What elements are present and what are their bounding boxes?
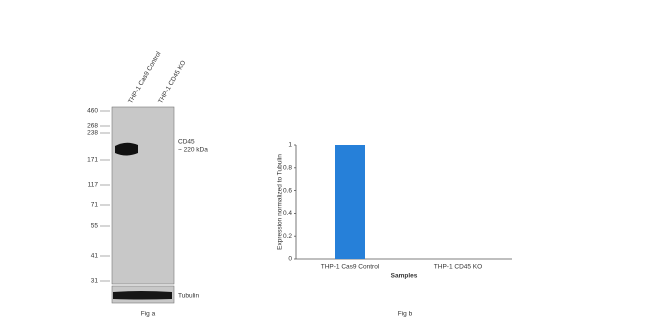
marker-label: 31 bbox=[91, 278, 99, 285]
x-tick-label: THP-1 Cas9 Control bbox=[321, 264, 380, 271]
western-blot: THP-1 Cas9 Control THP-1 CD45 KO CD45 ~ … bbox=[111, 50, 208, 318]
y-tick-label: 0 bbox=[288, 256, 292, 263]
marker-label: 41 bbox=[91, 253, 99, 260]
band-label: CD45 bbox=[178, 139, 195, 146]
marker-label: 117 bbox=[88, 182, 99, 189]
marker-label: 55 bbox=[91, 223, 99, 230]
caption: Fig b bbox=[398, 311, 413, 318]
blot-membrane bbox=[111, 106, 175, 285]
marker-label: 171 bbox=[87, 157, 98, 164]
loading-label: Tubulin bbox=[178, 293, 199, 300]
caption: Fig a bbox=[141, 311, 156, 318]
band-label: ~ 220 kDa bbox=[178, 147, 208, 154]
y-tick-label: 1 bbox=[288, 142, 292, 149]
y-tick-label: 0.4 bbox=[283, 210, 292, 217]
marker-label: 71 bbox=[91, 202, 99, 209]
x-axis-label: Samples bbox=[391, 273, 418, 280]
y-tick-label: 0.8 bbox=[283, 165, 292, 172]
marker-label: 460 bbox=[87, 108, 98, 115]
y-tick-label: 0.6 bbox=[283, 187, 292, 194]
marker-label: 268 bbox=[87, 123, 98, 130]
marker-label: 238 bbox=[87, 130, 98, 137]
x-tick-label: THP-1 CD45 KO bbox=[434, 264, 482, 271]
y-axis-label: Expression normalized to Tubulin bbox=[277, 154, 284, 250]
tubulin-band bbox=[113, 291, 172, 300]
lane-label: THP-1 CD45 KO bbox=[157, 59, 187, 104]
bar bbox=[335, 145, 365, 259]
cd45-band bbox=[115, 142, 138, 156]
lane-label: THP-1 Cas9 Control bbox=[127, 50, 163, 105]
y-tick-label: 0.2 bbox=[283, 233, 292, 240]
